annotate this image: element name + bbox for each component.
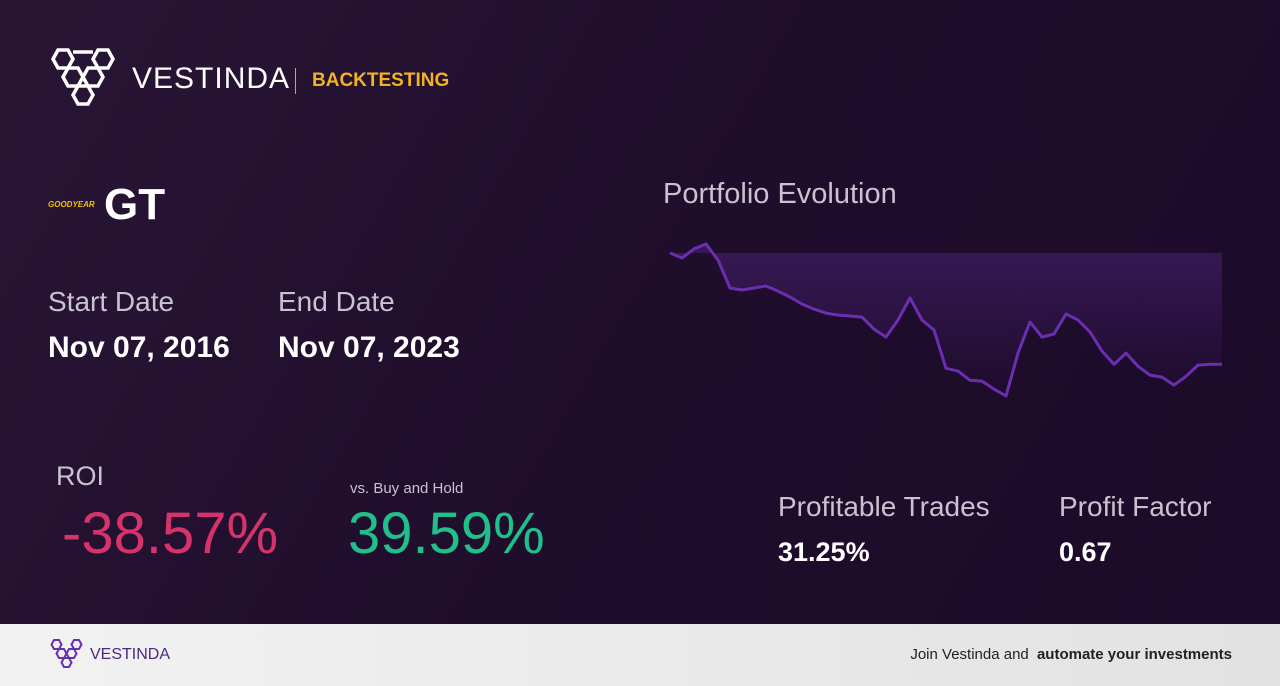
section-label: BACKTESTING <box>312 70 450 91</box>
ticker: GT <box>104 180 166 229</box>
cta-bold: automate your investments <box>1036 646 1232 663</box>
footer-logo <box>50 639 83 668</box>
profit-factor-label: Profit Factor <box>1059 491 1212 522</box>
vs-label: vs. Buy and Hold <box>350 480 464 497</box>
end-date: Nov 07, 2023 <box>278 331 460 364</box>
profitable-trades-label: Profitable Trades <box>778 491 990 522</box>
footer-brand: VESTINDA <box>90 646 171 663</box>
profitable-trades-value: 31.25% <box>778 537 870 567</box>
brand-name: VESTINDA <box>132 62 291 95</box>
footer-cta: Join Vestinda and automate your investme… <box>910 646 1232 663</box>
roi-value: -38.57% <box>62 501 279 566</box>
line <box>669 242 1222 398</box>
chart-title: Portfolio Evolution <box>663 178 897 210</box>
asset-logo: GOODYEAR <box>48 200 95 209</box>
chart <box>669 242 1222 398</box>
profit-factor-value: 0.67 <box>1059 537 1112 567</box>
roi-label: ROI <box>56 461 105 491</box>
vs-value: 39.59% <box>348 501 545 566</box>
divider <box>295 68 296 94</box>
brand-logo <box>50 48 116 106</box>
start-date: Nov 07, 2016 <box>48 331 230 364</box>
area <box>670 244 1222 396</box>
footer: VESTINDA Join Vestinda and automate your… <box>0 624 1280 686</box>
cta-text: Join Vestinda and <box>910 646 1029 663</box>
end-label: End Date <box>278 286 395 317</box>
start-label: Start Date <box>48 286 175 317</box>
